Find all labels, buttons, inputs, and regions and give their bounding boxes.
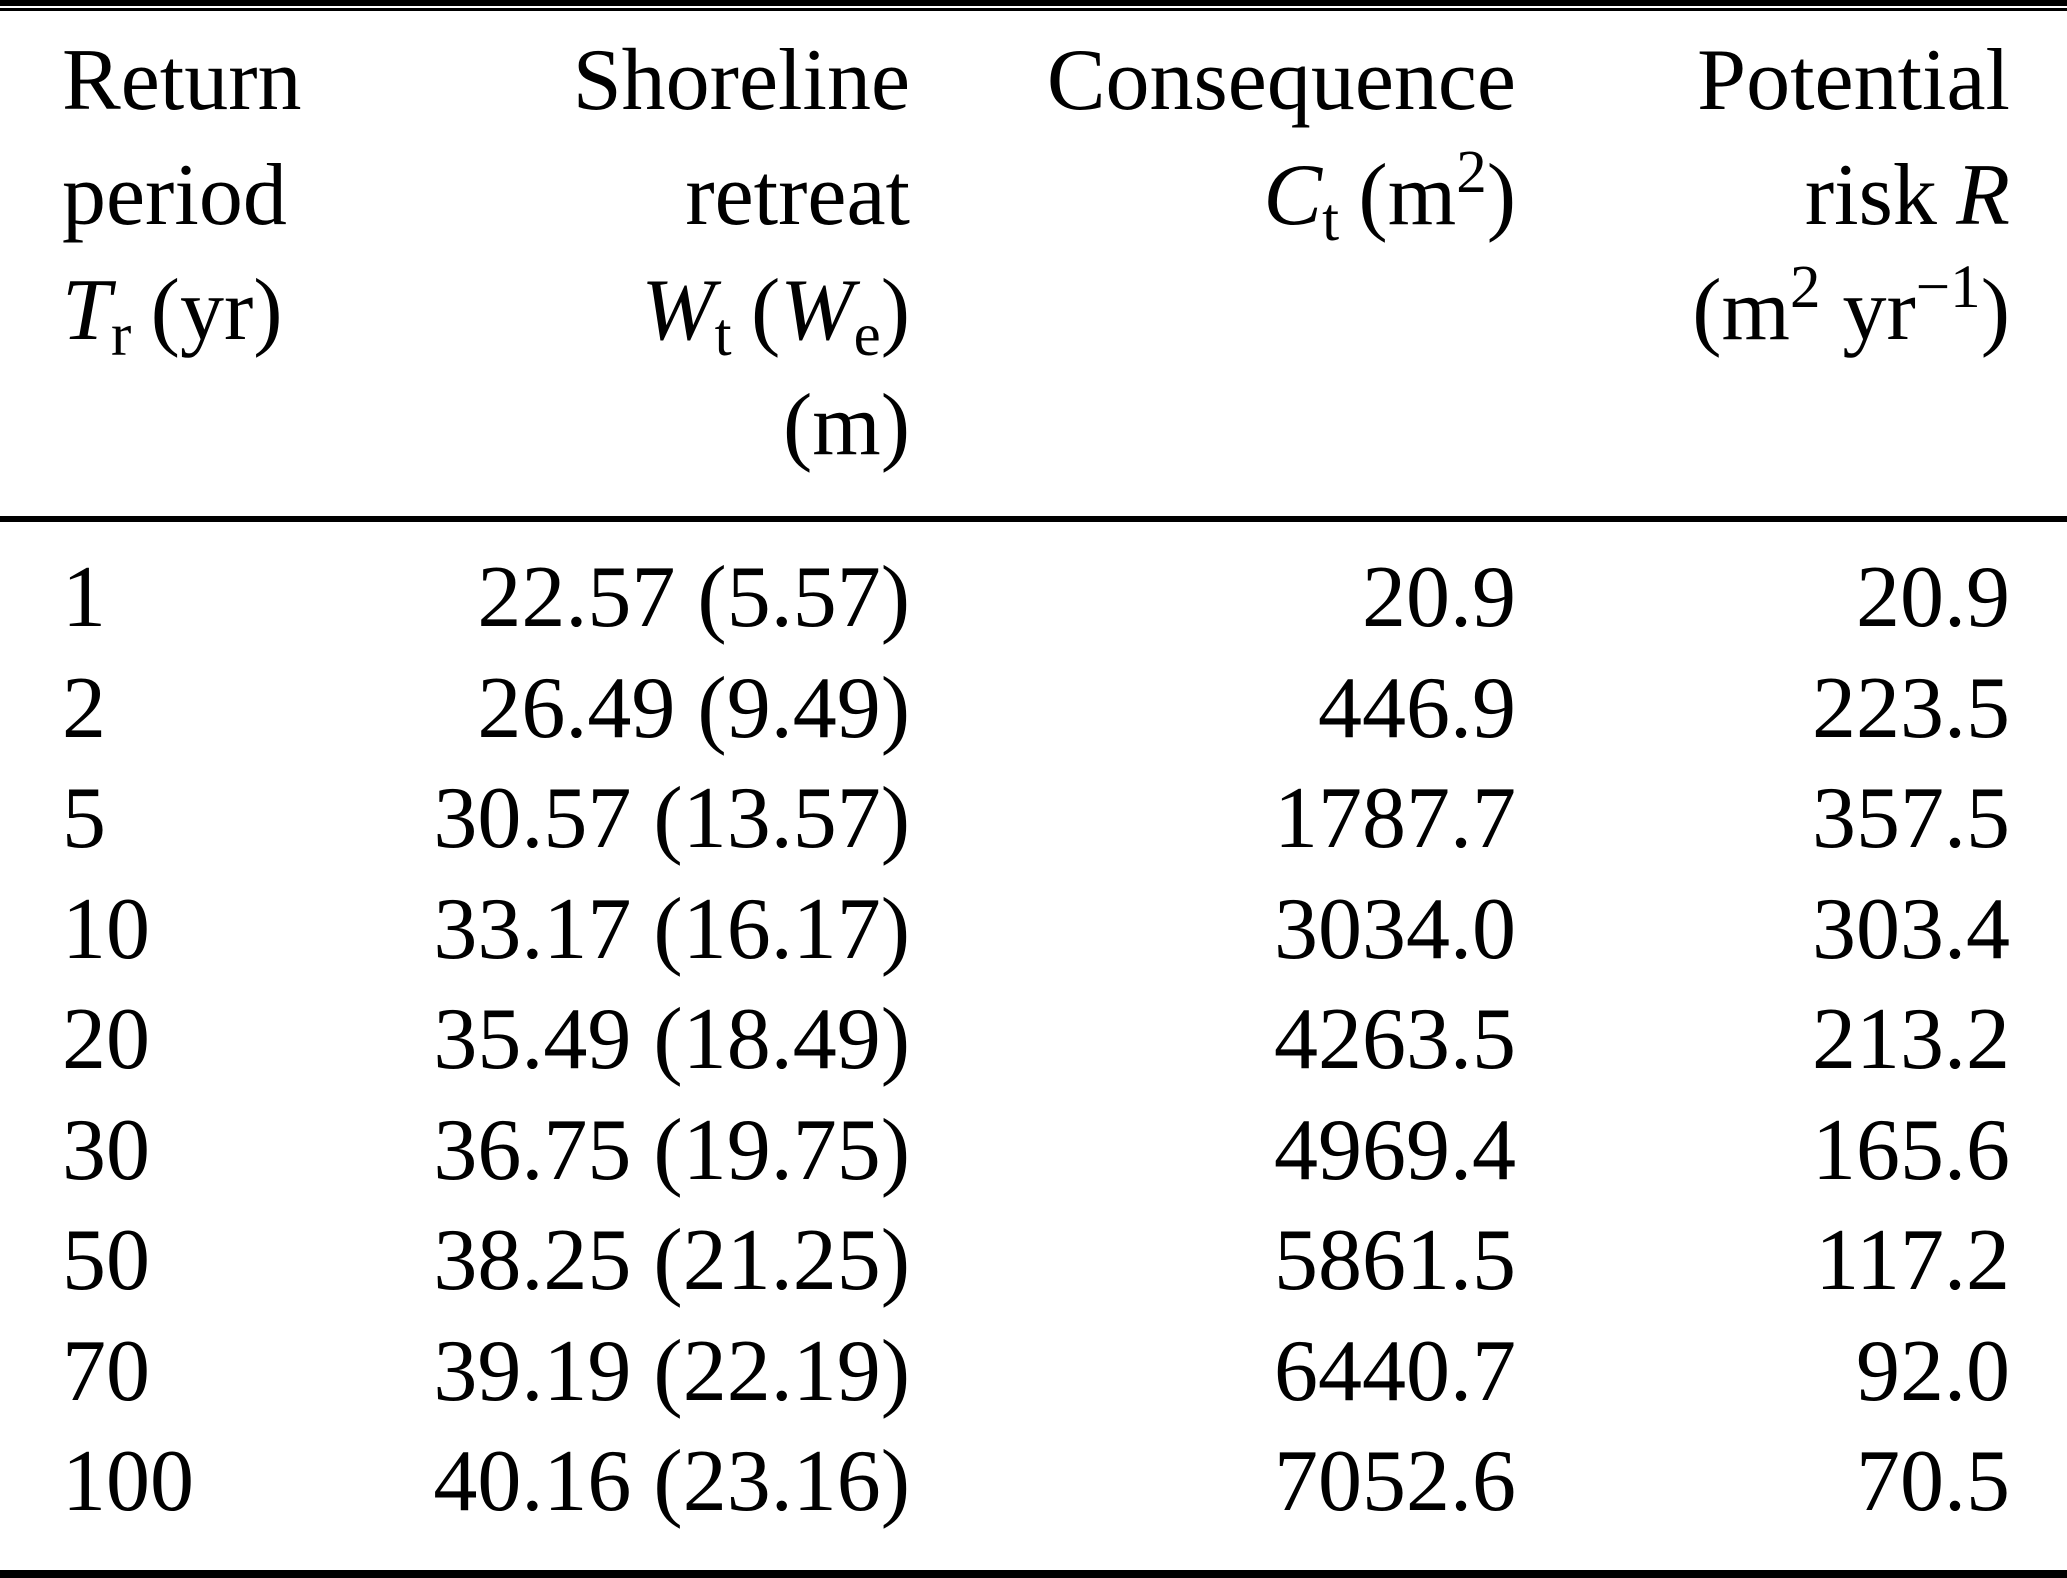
cell-consequence: 5861.5 <box>1274 1212 1516 1309</box>
cell-shoreline-retreat: 38.25 (21.25) <box>433 1212 910 1309</box>
paren-open: ( <box>750 262 781 359</box>
cell-return-period: 100 <box>62 1433 194 1530</box>
table-row: 100 40.16 (23.16) 7052.6 70.5 <box>0 1427 2067 1538</box>
header-shoreline-retreat: Shoreline retreat Wt (We) (m) <box>382 23 910 483</box>
cell-shoreline-retreat: 30.57 (13.57) <box>433 770 910 867</box>
header-line: risk R <box>1516 138 2010 253</box>
cell-potential-risk: 92.0 <box>1856 1322 2010 1420</box>
cell-potential-risk: 303.4 <box>1812 880 2010 978</box>
unit-yr: yr <box>1820 262 1916 359</box>
table-row: 1 22.57 (5.57) 20.9 20.9 <box>0 543 2067 654</box>
cell-return-period: 2 <box>62 659 106 757</box>
subscript-t: t <box>1322 187 1340 254</box>
symbol-C: C <box>1263 147 1323 244</box>
superscript-2: 2 <box>1789 254 1821 321</box>
top-rule-heavy <box>0 0 2067 6</box>
cell-shoreline-retreat: 26.49 (9.49) <box>477 659 910 757</box>
header-line: Shoreline <box>572 32 910 129</box>
table-row: 20 35.49 (18.49) 4263.5 213.2 <box>0 985 2067 1096</box>
cell-return-period: 20 <box>62 991 150 1088</box>
cell-potential-risk: 213.2 <box>1812 991 2010 1088</box>
symbol-R: R <box>1956 147 2010 244</box>
superscript-2: 2 <box>1456 139 1487 206</box>
header-potential-risk: Potential risk R (m2 yr−1) <box>1516 23 2010 483</box>
cell-potential-risk: 20.9 <box>1856 549 2010 646</box>
cell-return-period: 10 <box>62 880 150 978</box>
subscript-t: t <box>714 302 732 369</box>
header-line: retreat <box>685 147 910 244</box>
cell-potential-risk: 357.5 <box>1812 770 2010 867</box>
symbol-W: W <box>780 262 854 359</box>
cell-return-period: 1 <box>62 549 106 646</box>
top-rule-light <box>0 8 2067 11</box>
cell-consequence: 1787.7 <box>1274 770 1516 867</box>
cell-consequence: 6440.7 <box>1274 1322 1516 1420</box>
table-row: 5 30.57 (13.57) 1787.7 357.5 <box>0 764 2067 875</box>
cell-consequence: 3034.0 <box>1274 880 1516 978</box>
mid-rule <box>0 516 2067 522</box>
cell-consequence: 20.9 <box>1362 549 1516 646</box>
cell-potential-risk: 70.5 <box>1856 1433 2010 1530</box>
cell-potential-risk: 165.6 <box>1812 1101 2010 1199</box>
cell-consequence: 7052.6 <box>1274 1433 1516 1530</box>
bottom-rule <box>0 1570 2067 1578</box>
table-body: 1 22.57 (5.57) 20.9 20.9 2 26.49 (9.49) … <box>0 543 2067 1538</box>
table-row: 50 38.25 (21.25) 5861.5 117.2 <box>0 1206 2067 1317</box>
cell-shoreline-retreat: 39.19 (22.19) <box>433 1322 910 1420</box>
cell-potential-risk: 223.5 <box>1812 659 2010 757</box>
cell-return-period: 30 <box>62 1101 150 1199</box>
unit-m2-open: (m <box>1358 147 1457 244</box>
header-line: Wt (We) <box>382 253 910 368</box>
header-line: (m2 yr−1) <box>1516 253 2010 368</box>
cell-shoreline-retreat: 40.16 (23.16) <box>433 1433 910 1530</box>
cell-consequence: 4969.4 <box>1274 1101 1516 1199</box>
table-row: 2 26.49 (9.49) 446.9 223.5 <box>0 654 2067 765</box>
superscript-minus-1: −1 <box>1915 254 1981 321</box>
table-header: Return period Tr (yr) Shoreline retreat W… <box>0 23 2067 483</box>
table-row: 30 36.75 (19.75) 4969.4 165.6 <box>0 1096 2067 1207</box>
header-line: Ct (m2) <box>910 138 1516 253</box>
header-line: Tr (yr) <box>62 253 382 368</box>
table-row: 70 39.19 (22.19) 6440.7 92.0 <box>0 1317 2067 1428</box>
cell-return-period: 50 <box>62 1212 150 1309</box>
table-row: 10 33.17 (16.17) 3034.0 303.4 <box>0 875 2067 986</box>
paren-close: ) <box>1980 262 2010 359</box>
header-line: Consequence <box>1046 32 1516 129</box>
header-line: Return <box>62 32 302 129</box>
cell-shoreline-retreat: 22.57 (5.57) <box>477 549 910 646</box>
header-consequence: Consequence Ct (m2) <box>910 23 1516 483</box>
word-risk: risk <box>1804 147 1937 244</box>
subscript-r: r <box>110 302 132 369</box>
cell-consequence: 4263.5 <box>1274 991 1516 1088</box>
cell-consequence: 446.9 <box>1318 659 1516 757</box>
symbol-T: T <box>62 262 111 359</box>
paren-close: ) <box>880 262 910 359</box>
header-line: period <box>62 147 287 244</box>
cell-shoreline-retreat: 35.49 (18.49) <box>433 991 910 1088</box>
cell-return-period: 70 <box>62 1322 150 1420</box>
subscript-e: e <box>853 302 881 369</box>
unit-m2-open: (m <box>1692 262 1790 359</box>
cell-shoreline-retreat: 36.75 (19.75) <box>433 1101 910 1199</box>
cell-return-period: 5 <box>62 770 106 867</box>
unit-yr: (yr) <box>150 262 283 359</box>
paren-close: ) <box>1486 147 1516 244</box>
header-line: (m) <box>782 377 910 474</box>
cell-shoreline-retreat: 33.17 (16.17) <box>433 880 910 978</box>
header-line: Potential <box>1697 32 2010 129</box>
header-return-period: Return period Tr (yr) <box>62 23 382 483</box>
symbol-W: W <box>641 262 715 359</box>
cell-potential-risk: 117.2 <box>1815 1212 2010 1309</box>
